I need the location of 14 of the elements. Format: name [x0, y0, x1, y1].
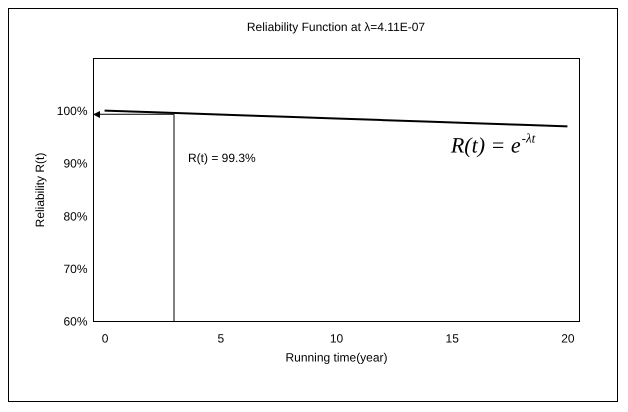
y-tick-label: 100% — [56, 104, 88, 118]
y-tick-label: 60% — [63, 314, 88, 328]
x-tick-label: 20 — [561, 332, 575, 346]
x-tick-label: 0 — [102, 332, 109, 346]
x-axis-title: Running time(year) — [285, 350, 388, 364]
y-axis-title: Reliability R(t) — [32, 152, 47, 228]
y-tick-label: 70% — [63, 262, 88, 276]
x-tick-label: 10 — [330, 332, 344, 346]
y-tick-label: 80% — [63, 209, 88, 224]
x-tick-label: 15 — [446, 332, 460, 346]
chart-title: Reliability Function at λ=4.11E-07 — [246, 20, 426, 34]
annotation: R(t) = 99.3% — [188, 150, 256, 165]
y-tick-label: 90% — [63, 156, 88, 171]
x-tick-label: 5 — [217, 332, 224, 346]
